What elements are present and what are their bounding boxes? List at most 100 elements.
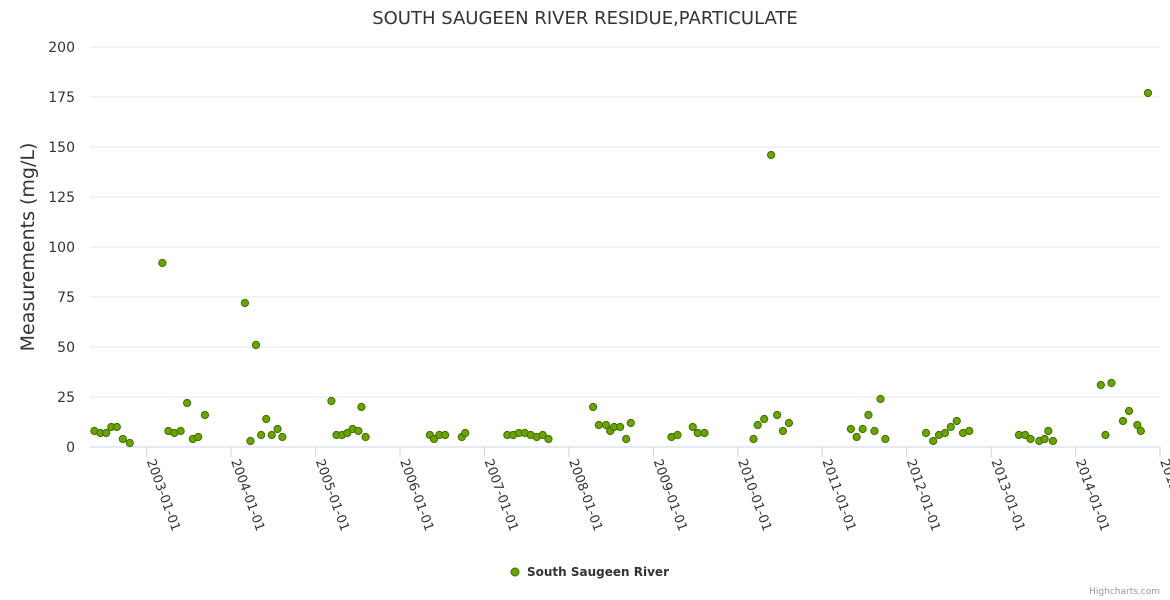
data-point[interactable] [118, 434, 127, 444]
y-tick-label: 150 [48, 140, 75, 156]
data-point[interactable] [1107, 378, 1116, 388]
data-point[interactable] [870, 426, 879, 436]
data-point[interactable] [256, 430, 266, 440]
data-point[interactable] [361, 432, 370, 442]
data-point[interactable] [965, 426, 974, 436]
scatter-series [90, 88, 1153, 448]
data-point[interactable] [1118, 416, 1128, 426]
x-tick-label: 2005-01-01 [312, 457, 352, 533]
data-point[interactable] [588, 402, 598, 412]
data-point[interactable] [940, 428, 950, 438]
data-point[interactable] [693, 428, 702, 438]
x-tick-label: 2008-01-01 [565, 457, 605, 533]
y-axis-ticks: 0 25 50 75 100 125 150 175 200 [48, 40, 75, 456]
x-tick-label: 2007-01-01 [481, 457, 521, 533]
data-point[interactable] [622, 434, 631, 444]
data-point[interactable] [1048, 436, 1058, 446]
x-tick-label: 2012-01-01 [903, 457, 943, 533]
data-point[interactable] [1143, 88, 1153, 98]
data-point[interactable] [343, 428, 352, 438]
data-point[interactable] [357, 402, 366, 412]
data-point[interactable] [441, 430, 450, 440]
data-point[interactable] [858, 424, 867, 434]
data-point[interactable] [327, 396, 336, 406]
data-point[interactable] [194, 432, 203, 442]
data-point[interactable] [1021, 430, 1030, 440]
x-tick-label: 2011-01-01 [818, 457, 858, 533]
data-point[interactable] [673, 430, 682, 440]
data-point[interactable] [262, 414, 271, 424]
data-point[interactable] [267, 430, 276, 440]
data-point[interactable] [1124, 406, 1134, 416]
data-point[interactable] [846, 424, 855, 434]
data-point[interactable] [778, 426, 788, 436]
x-tick-label: 2009-01-01 [650, 457, 690, 533]
legend-marker [510, 567, 520, 577]
data-point[interactable] [852, 432, 861, 442]
data-point[interactable] [760, 414, 769, 424]
data-point[interactable] [200, 410, 210, 420]
data-point[interactable] [1096, 380, 1105, 390]
x-tick-label: 2004-01-01 [227, 457, 267, 533]
data-point[interactable] [952, 416, 961, 426]
data-point[interactable] [1136, 426, 1145, 436]
data-point[interactable] [767, 150, 776, 160]
x-axis-ticks: 2003-01-01 2004-01-01 2005-01-01 2006-01-01… [143, 447, 1170, 533]
data-point[interactable] [1026, 434, 1035, 444]
y-tick-label: 50 [57, 340, 75, 356]
data-point[interactable] [749, 434, 758, 444]
data-point[interactable] [251, 340, 261, 350]
data-point[interactable] [158, 258, 167, 268]
data-point[interactable] [1133, 420, 1142, 430]
y-tick-label: 175 [48, 90, 75, 106]
data-point[interactable] [125, 438, 134, 448]
data-point[interactable] [1040, 434, 1049, 444]
data-point[interactable] [1044, 426, 1053, 436]
y-tick-label: 75 [57, 290, 75, 306]
data-point[interactable] [881, 434, 890, 444]
data-point[interactable] [240, 298, 250, 308]
data-point[interactable] [278, 432, 287, 442]
credits-link[interactable]: Highcharts.com [1089, 587, 1160, 597]
chart-title: SOUTH SAUGEEN RIVER RESIDUE,PARTICULATE [372, 8, 798, 29]
data-point[interactable] [946, 422, 955, 432]
x-tick-label: 2015-01-01 [1156, 457, 1170, 533]
data-point[interactable] [601, 420, 611, 430]
data-point[interactable] [688, 422, 697, 432]
data-point[interactable] [429, 434, 439, 444]
legend-label[interactable]: South Saugeen River [527, 565, 669, 579]
data-point[interactable] [246, 436, 255, 446]
data-point[interactable] [876, 394, 885, 404]
data-point[interactable] [544, 434, 553, 444]
y-tick-label: 200 [48, 40, 75, 56]
y-tick-label: 100 [48, 240, 75, 256]
data-point[interactable] [461, 428, 470, 438]
data-point[interactable] [784, 418, 794, 428]
data-point[interactable] [1101, 430, 1110, 440]
data-point[interactable] [538, 430, 547, 440]
data-point[interactable] [753, 420, 762, 430]
data-point[interactable] [102, 428, 111, 438]
data-point[interactable] [273, 424, 282, 434]
x-tick-label: 2013-01-01 [987, 457, 1027, 533]
y-tick-label: 25 [57, 390, 75, 406]
data-point[interactable] [183, 398, 192, 408]
y-tick-label: 125 [48, 190, 75, 206]
data-point[interactable] [176, 426, 185, 436]
data-point[interactable] [616, 422, 625, 432]
data-point[interactable] [354, 426, 363, 436]
data-point[interactable] [594, 420, 603, 430]
legend[interactable]: South Saugeen River [510, 565, 669, 579]
x-tick-label: 2010-01-01 [734, 457, 774, 533]
data-point[interactable] [921, 428, 931, 438]
y-axis-label: Measurements (mg/L) [17, 143, 39, 352]
data-point[interactable] [929, 436, 938, 446]
data-point[interactable] [700, 428, 709, 438]
data-point[interactable] [773, 410, 782, 420]
data-point[interactable] [112, 422, 121, 432]
data-point[interactable] [626, 418, 635, 428]
x-tick-label: 2006-01-01 [396, 457, 436, 533]
data-point[interactable] [864, 410, 873, 420]
x-tick-label: 2003-01-01 [143, 457, 183, 533]
